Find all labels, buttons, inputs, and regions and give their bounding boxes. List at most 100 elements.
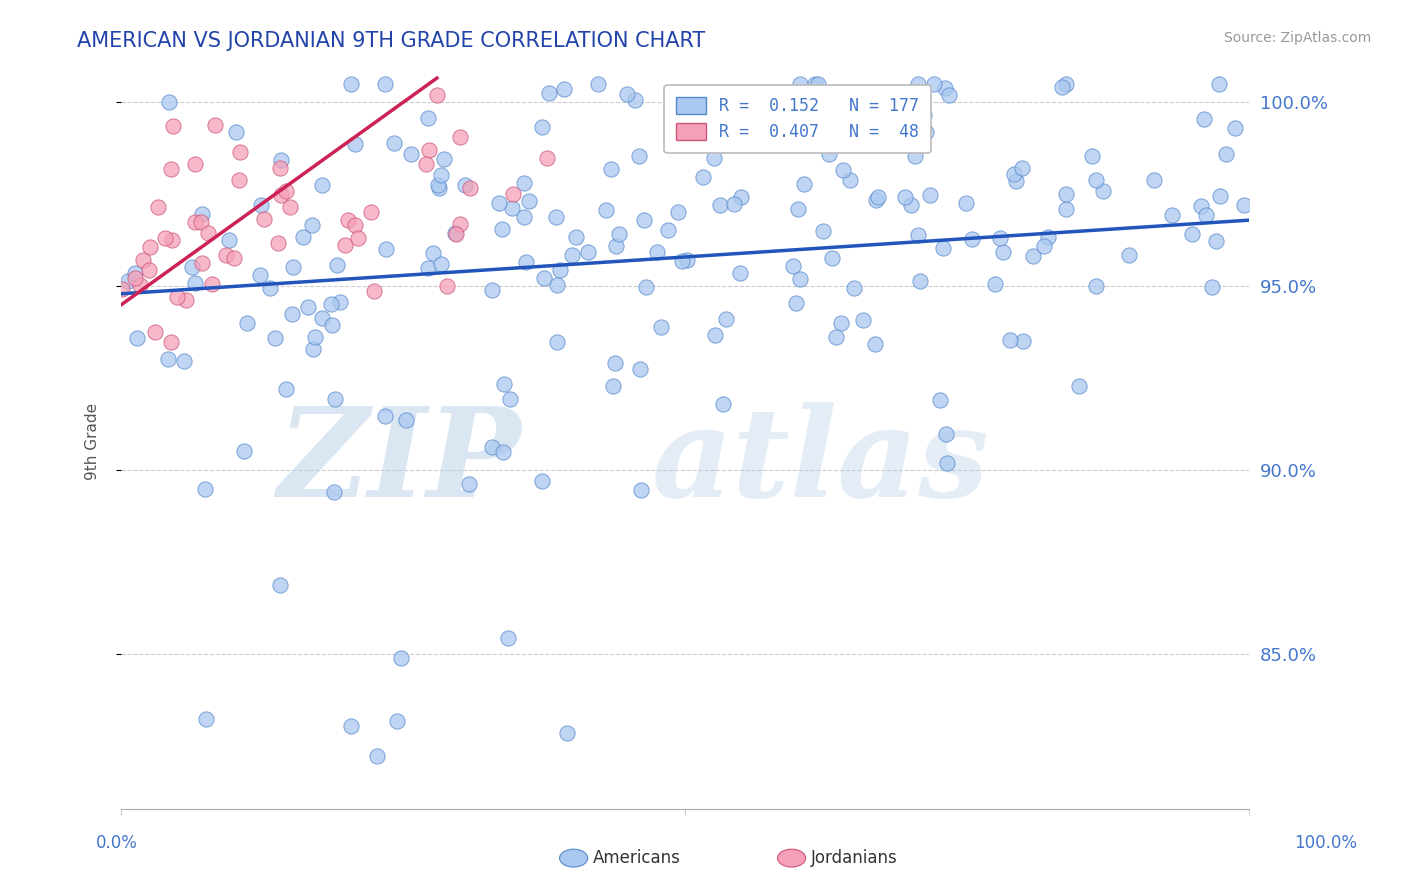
Point [429, 168, 451, 182]
Point [249, 268, 271, 283]
Point [536, 151, 558, 165]
Point [326, 258, 349, 272]
Point [283, 260, 305, 274]
Point [624, 93, 647, 107]
Point [218, 233, 240, 247]
Point [274, 184, 297, 198]
Point [329, 295, 352, 310]
Point [728, 266, 751, 280]
Point [533, 271, 555, 285]
Point [458, 181, 481, 195]
Point [347, 231, 370, 245]
Point [488, 196, 510, 211]
Point [236, 317, 259, 331]
Point [492, 377, 515, 392]
Point [225, 125, 247, 139]
Point [787, 202, 810, 217]
Point [233, 444, 256, 458]
Point [561, 248, 583, 262]
Point [416, 111, 439, 125]
Point [817, 146, 839, 161]
Point [502, 186, 524, 201]
Point [955, 196, 977, 211]
Point [278, 200, 301, 214]
Point [253, 211, 276, 226]
Point [785, 296, 807, 310]
Point [1189, 199, 1212, 213]
Point [174, 293, 197, 307]
Point [936, 457, 959, 471]
Point [1233, 198, 1256, 212]
Point [190, 256, 212, 270]
Point [900, 198, 922, 212]
Point [605, 239, 627, 253]
Point [1084, 172, 1107, 186]
Point [821, 251, 844, 265]
Point [703, 151, 725, 165]
Point [692, 170, 714, 185]
Point [264, 331, 287, 345]
Point [395, 413, 418, 427]
Point [270, 153, 292, 167]
Point [824, 329, 846, 343]
Point [281, 307, 304, 321]
Point [159, 334, 181, 349]
Point [322, 485, 344, 500]
Point [156, 352, 179, 367]
Text: atlas: atlas [651, 402, 988, 524]
Point [491, 445, 513, 459]
Point [868, 190, 890, 204]
Point [671, 254, 693, 268]
Point [907, 227, 929, 242]
Point [366, 749, 388, 764]
Point [162, 233, 184, 247]
Point [458, 476, 481, 491]
Point [811, 224, 834, 238]
Point [382, 136, 405, 150]
Point [153, 231, 176, 245]
Point [984, 277, 1007, 291]
Point [703, 328, 725, 343]
Point [344, 218, 367, 232]
Point [912, 108, 935, 122]
Point [427, 178, 450, 192]
Point [1195, 208, 1218, 222]
Point [709, 198, 731, 212]
Point [1054, 186, 1077, 201]
Point [515, 255, 537, 269]
Point [544, 210, 567, 224]
Text: 0.0%: 0.0% [96, 834, 138, 852]
Point [633, 213, 655, 227]
Point [630, 483, 652, 497]
Point [1054, 77, 1077, 91]
Point [339, 77, 361, 91]
Point [375, 242, 398, 256]
Point [321, 318, 343, 333]
Point [935, 427, 957, 442]
Point [302, 342, 325, 356]
Point [496, 632, 519, 646]
Point [399, 147, 422, 161]
Point [676, 253, 699, 268]
Point [311, 178, 333, 192]
Text: Source: ZipAtlas.com: Source: ZipAtlas.com [1223, 31, 1371, 45]
Point [422, 246, 444, 260]
Point [491, 222, 513, 236]
Point [385, 714, 408, 729]
Point [863, 337, 886, 351]
Point [191, 206, 214, 220]
Point [616, 87, 638, 102]
Point [449, 130, 471, 145]
Point [537, 87, 560, 101]
Point [426, 88, 449, 103]
Point [666, 86, 689, 100]
Point [1215, 147, 1237, 161]
Point [723, 197, 745, 211]
Point [852, 313, 875, 327]
Point [249, 198, 271, 212]
Point [117, 274, 139, 288]
Point [444, 227, 467, 242]
Point [228, 173, 250, 187]
Point [270, 187, 292, 202]
Point [181, 260, 204, 274]
